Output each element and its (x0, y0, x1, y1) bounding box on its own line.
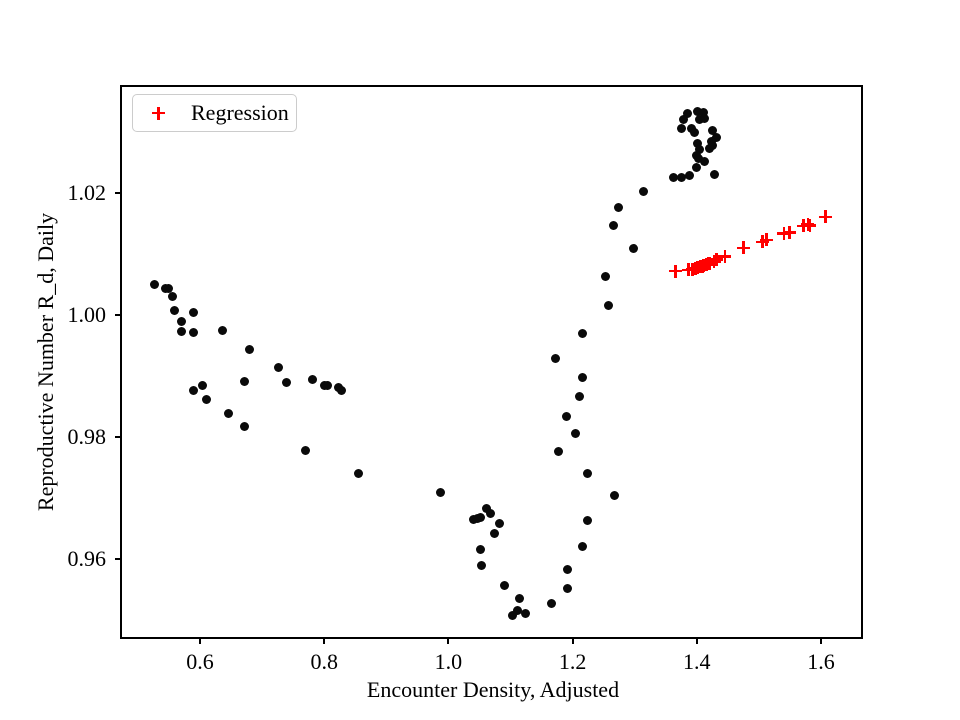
x-tick-label: 1.2 (558, 649, 587, 674)
y-axis-label: Reproductive Number R_d, Daily (33, 212, 58, 512)
x-tick-label: 0.6 (186, 649, 214, 674)
y-tick-label: 1.02 (67, 179, 107, 205)
legend-label: Regression (191, 100, 289, 125)
plot-area (120, 85, 863, 639)
x-tick-label: 1.4 (683, 649, 711, 674)
x-tick-mark (447, 639, 450, 644)
x-tick-mark (820, 639, 823, 644)
legend: Regression (132, 94, 297, 132)
x-tick-label: 0.8 (310, 649, 338, 674)
x-tick-label: 1.6 (807, 649, 835, 674)
x-tick-mark (198, 639, 201, 644)
x-tick-label: 1.0 (434, 649, 463, 674)
x-tick-mark (323, 639, 326, 644)
x-tick-mark (571, 639, 574, 644)
y-tick-label: 0.96 (67, 546, 107, 572)
regression-plus-icon (152, 106, 165, 120)
x-tick-mark (695, 639, 698, 644)
x-axis-label: Encounter Density, Adjusted (366, 677, 620, 702)
